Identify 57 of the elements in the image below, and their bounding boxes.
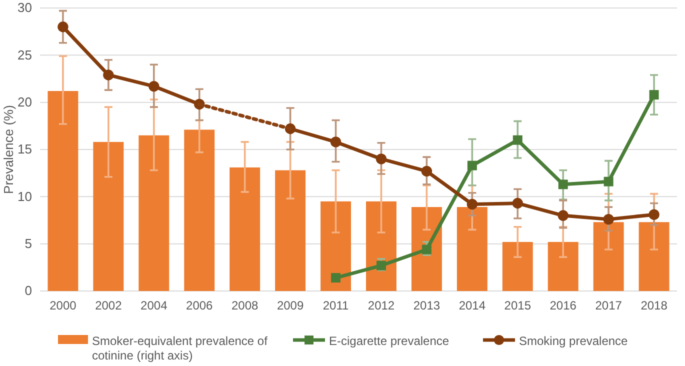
point xyxy=(649,90,659,100)
point xyxy=(58,22,68,32)
y-tick-label: 5 xyxy=(24,236,32,251)
point xyxy=(422,244,432,254)
point xyxy=(558,210,568,221)
bar xyxy=(138,135,170,291)
x-tick-label: 2009 xyxy=(276,298,304,313)
bar xyxy=(502,242,533,291)
y-tick-label: 0 xyxy=(24,283,32,298)
x-tick-label: 2015 xyxy=(504,298,532,313)
bar xyxy=(230,167,260,291)
point xyxy=(604,176,614,186)
x-tick-label: 2008 xyxy=(231,298,258,313)
bar xyxy=(456,207,488,291)
x-tick-label: 2000 xyxy=(50,298,77,313)
y-tick-label: 30 xyxy=(18,0,32,16)
legend-label: E-cigarette prevalence xyxy=(329,334,450,348)
bar xyxy=(48,91,78,291)
x-tick-label: 2016 xyxy=(550,298,577,313)
bar xyxy=(638,222,670,291)
x-tick-label: 2013 xyxy=(413,298,440,313)
point xyxy=(330,136,342,148)
x-tick-label: 2002 xyxy=(95,298,122,313)
point xyxy=(558,180,568,190)
bar xyxy=(275,170,306,291)
x-tick-label: 2011 xyxy=(322,298,349,313)
point xyxy=(512,135,522,145)
point xyxy=(603,214,614,225)
x-tick-label: 2004 xyxy=(140,298,168,313)
y-tick-label: 10 xyxy=(18,188,32,204)
legend-label: Smoking prevalence xyxy=(519,334,628,348)
point xyxy=(376,260,386,270)
x-tick-label: 2012 xyxy=(368,298,395,313)
point xyxy=(421,166,432,177)
point xyxy=(103,70,114,80)
point xyxy=(148,80,160,92)
point xyxy=(467,160,477,170)
y-axis-title: Prevalence (%) xyxy=(1,105,16,194)
x-tick-label: 2018 xyxy=(640,298,668,313)
y-tick-label: 25 xyxy=(18,47,32,62)
bar xyxy=(366,201,396,291)
bar xyxy=(548,242,578,291)
point xyxy=(466,198,478,210)
y-tick-label: 20 xyxy=(18,94,32,110)
x-tick-label: 2017 xyxy=(595,298,622,313)
bar xyxy=(93,142,124,291)
point xyxy=(648,209,660,220)
point xyxy=(512,198,523,209)
x-tick-label: 2006 xyxy=(186,298,214,313)
bar xyxy=(320,201,351,291)
legend-label: Smoker-equivalent prevalence of cotinine (right axis) xyxy=(92,334,268,362)
point xyxy=(331,273,341,283)
bar xyxy=(593,222,624,291)
x-tick-label: 2014 xyxy=(458,298,486,313)
point xyxy=(376,154,387,164)
bar xyxy=(184,130,215,291)
y-tick-label: 15 xyxy=(18,142,32,157)
